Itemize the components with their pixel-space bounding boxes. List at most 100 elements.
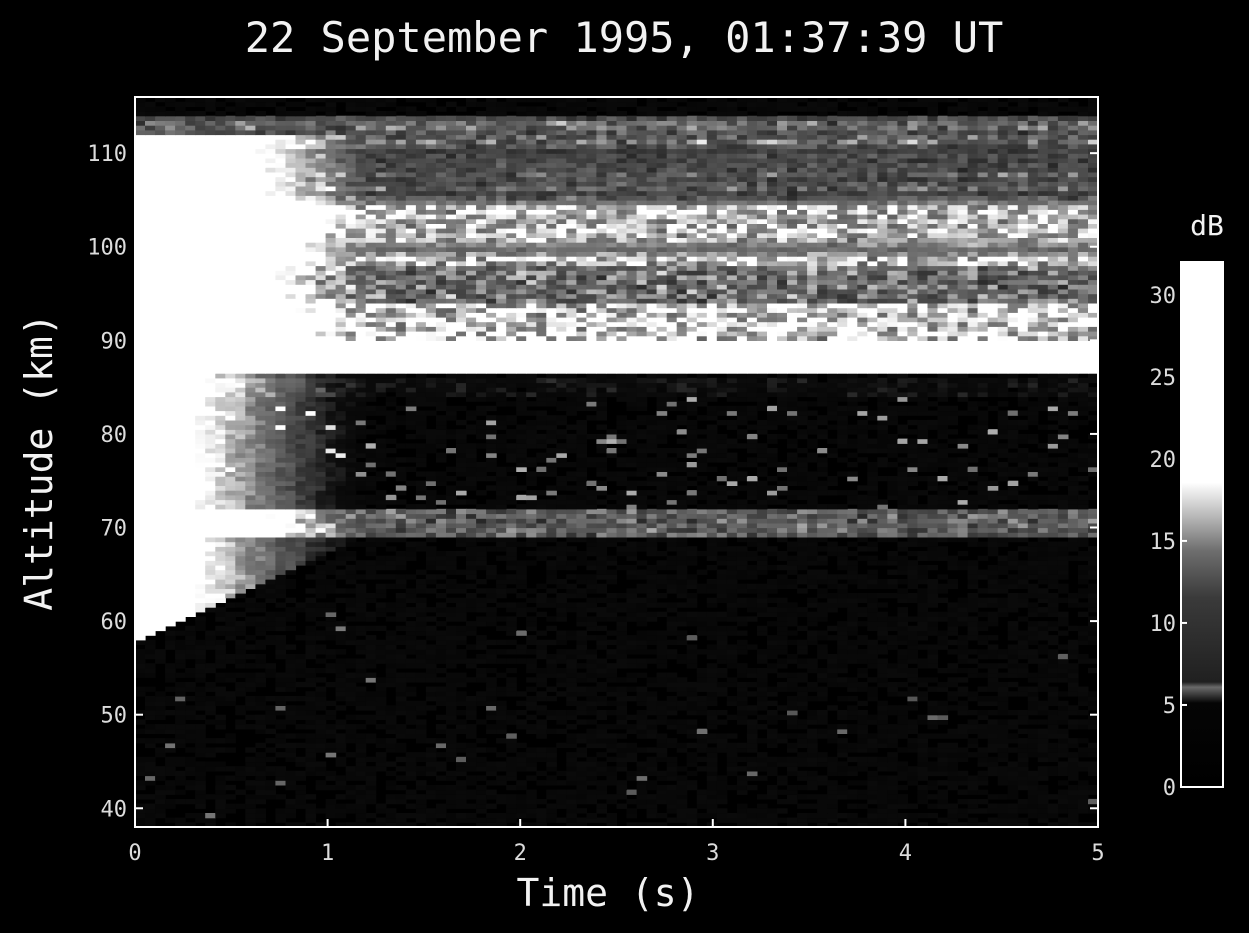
heatmap-cell	[415, 738, 427, 744]
heatmap-cell	[1067, 808, 1079, 814]
heatmap-cell	[1017, 667, 1029, 674]
heatmap-cell	[897, 541, 908, 547]
heatmap-cell	[767, 789, 778, 795]
heatmap-cell	[987, 522, 999, 529]
heatmap-cell	[385, 574, 397, 580]
heatmap-cell	[807, 686, 818, 692]
heatmap-cell	[415, 794, 427, 800]
heatmap-cell	[987, 742, 999, 749]
heatmap-cell	[275, 485, 286, 491]
heatmap-cell	[867, 527, 878, 533]
heatmap-cell	[375, 639, 387, 646]
heatmap-cell	[425, 522, 437, 529]
heatmap-cell	[616, 564, 628, 571]
heatmap-cell	[265, 794, 276, 800]
heatmap-cell	[165, 569, 176, 575]
heatmap-cell	[385, 522, 397, 529]
heatmap-cell	[746, 667, 758, 674]
heatmap-cell	[205, 644, 216, 650]
heatmap-cell	[917, 733, 928, 739]
heatmap-cell	[797, 658, 808, 664]
heatmap-cell	[867, 686, 878, 692]
heatmap-cell	[245, 569, 256, 575]
heatmap-cell	[1057, 667, 1069, 674]
heatmap-cell	[195, 705, 206, 711]
heatmap-cell	[696, 490, 708, 496]
heatmap-cell	[877, 513, 888, 519]
heatmap-cell	[175, 607, 186, 613]
heatmap-cell	[526, 822, 537, 828]
heatmap-cell	[466, 696, 477, 702]
heatmap-cell	[1057, 742, 1069, 749]
heatmap-cell	[636, 630, 648, 636]
heatmap-cell	[907, 508, 918, 515]
heatmap-cell	[466, 560, 477, 566]
heatmap-cell	[145, 588, 156, 594]
heatmap-cell	[837, 560, 848, 566]
heatmap-cell	[1007, 803, 1019, 809]
heatmap-cell	[706, 583, 718, 589]
heatmap-cell	[847, 593, 858, 599]
heatmap-cell	[706, 536, 718, 543]
heatmap-cell	[315, 677, 327, 683]
heatmap-cell	[1047, 611, 1059, 617]
heatmap-cell	[897, 625, 908, 632]
heatmap-cell	[756, 583, 768, 589]
heatmap-cell	[656, 752, 668, 758]
heatmap-cell	[385, 677, 397, 683]
heatmap-cell	[686, 770, 698, 777]
heatmap-cell	[1077, 518, 1089, 524]
heatmap-cell	[656, 794, 668, 800]
heatmap-cell	[526, 798, 537, 805]
heatmap-cell	[1027, 504, 1039, 510]
heatmap-cell	[636, 518, 648, 524]
heatmap-cell	[937, 686, 949, 692]
heatmap-cell	[165, 508, 176, 515]
heatmap-cell	[606, 607, 618, 613]
heatmap-cell	[285, 770, 297, 777]
heatmap-cell	[947, 696, 959, 702]
heatmap-cell	[1037, 766, 1049, 772]
heatmap-cell	[877, 714, 888, 720]
heatmap-cell	[205, 532, 216, 538]
heatmap-cell	[235, 770, 246, 777]
heatmap-cell	[897, 597, 908, 603]
heatmap-cell	[887, 794, 898, 800]
heatmap-cell	[947, 494, 959, 501]
heatmap-cell	[837, 677, 848, 683]
heatmap-cell	[305, 808, 317, 814]
heatmap-cell	[195, 733, 206, 739]
heatmap-cell	[756, 691, 768, 697]
heatmap-cell	[185, 724, 196, 730]
heatmap-cell	[466, 752, 477, 758]
heatmap-cell	[325, 527, 337, 533]
heatmap-cell	[877, 602, 888, 608]
heatmap-cell	[375, 522, 387, 529]
heatmap-cell	[797, 813, 808, 819]
heatmap-cell	[1047, 555, 1059, 561]
heatmap-cell	[586, 798, 597, 805]
heatmap-cell	[756, 602, 768, 608]
heatmap-cell	[135, 822, 146, 828]
heatmap-cell	[195, 780, 206, 786]
heatmap-cell	[1057, 761, 1069, 767]
heatmap-cell	[155, 522, 166, 529]
heatmap-cell	[305, 574, 317, 580]
heatmap-cell	[1047, 499, 1059, 505]
heatmap-cell	[265, 616, 276, 622]
heatmap-cell	[746, 710, 758, 716]
heatmap-cell	[365, 766, 377, 772]
heatmap-cell	[1088, 789, 1099, 795]
heatmap-cell	[1088, 784, 1099, 791]
heatmap-cell	[486, 546, 497, 552]
heatmap-cell	[787, 733, 798, 739]
heatmap-cell	[235, 644, 246, 650]
heatmap-cell	[446, 555, 457, 561]
heatmap-cell	[395, 653, 407, 660]
heatmap-cell	[736, 649, 748, 655]
heatmap-cell	[1007, 560, 1019, 566]
heatmap-cell	[606, 780, 618, 786]
heatmap-cell	[526, 499, 537, 505]
heatmap-cell	[586, 705, 597, 711]
heatmap-cell	[957, 532, 969, 538]
